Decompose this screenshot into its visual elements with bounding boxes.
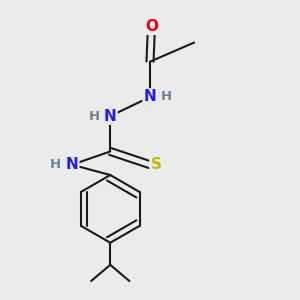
Text: N: N (144, 89, 156, 104)
Text: H: H (50, 158, 61, 171)
Text: O: O (145, 19, 158, 34)
Text: S: S (150, 157, 161, 172)
Text: H: H (160, 91, 172, 103)
Text: H: H (88, 110, 100, 123)
Text: N: N (104, 109, 117, 124)
Text: N: N (66, 157, 78, 172)
